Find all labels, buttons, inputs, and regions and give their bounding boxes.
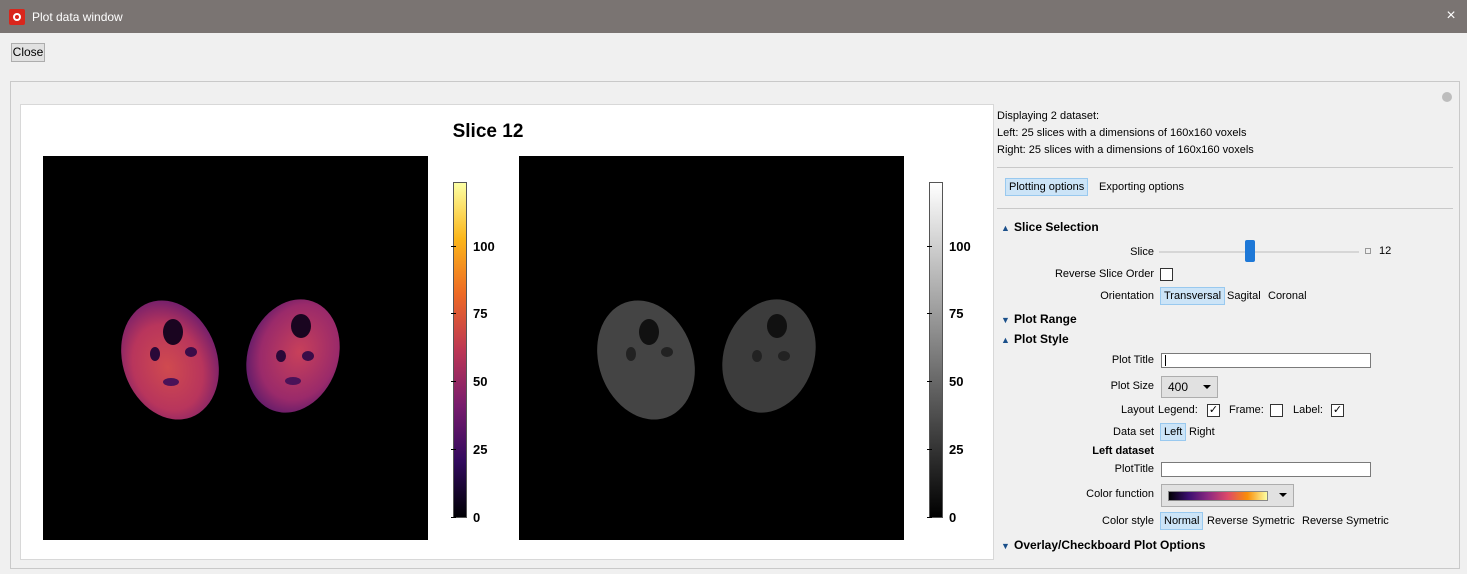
right-colorbar-tick: 100	[927, 239, 971, 254]
section-plot-range[interactable]: ▼ Plot Range	[1001, 312, 1077, 326]
text-caret	[1165, 355, 1166, 366]
orientation-label: Orientation	[1100, 290, 1154, 302]
options-panel: Displaying 2 dataset: Left: 25 slices wi…	[997, 82, 1457, 568]
section-label: Plot Style	[1014, 332, 1069, 346]
plot-size-select[interactable]: 400	[1161, 376, 1218, 398]
chevron-down-icon: ▼	[1001, 541, 1010, 551]
plot-title: Slice 12	[452, 121, 524, 142]
plot-title-label: Plot Title	[1111, 354, 1154, 366]
color-style-label: Color style	[1102, 515, 1154, 527]
info-line-3: Right: 25 slices with a dimensions of 16…	[997, 144, 1254, 156]
left-slice-image	[43, 156, 428, 540]
plot-size-value: 400	[1168, 380, 1189, 394]
plot-size-label: Plot Size	[1110, 380, 1154, 392]
data-set-label: Data set	[1113, 426, 1154, 438]
slice-value: 12	[1379, 245, 1392, 257]
left-colorbar-tick: 75	[450, 306, 488, 321]
color-style-normal[interactable]: Normal	[1160, 512, 1204, 530]
legend-label: Legend:	[1158, 404, 1198, 416]
frame-label: Frame:	[1229, 404, 1264, 416]
label-label: Label:	[1293, 404, 1323, 416]
color-style-reverse-symetric[interactable]: Reverse Symetric	[1302, 515, 1389, 527]
left-colorbar-tick: 25	[450, 442, 488, 457]
window-title: Plot data window	[32, 9, 123, 24]
section-slice-selection[interactable]: ▲ Slice Selection	[1001, 220, 1099, 234]
left-colorbar-tick: 0	[450, 510, 481, 525]
color-function-select[interactable]	[1161, 484, 1294, 507]
slice-slider-thumb[interactable]	[1245, 240, 1255, 262]
tab-exporting-options[interactable]: Exporting options	[1099, 181, 1184, 193]
info-line-2: Left: 25 slices with a dimensions of 160…	[997, 127, 1247, 139]
divider	[997, 167, 1453, 168]
section-label: Slice Selection	[1014, 220, 1099, 234]
right-slice-image	[519, 156, 904, 540]
chevron-up-icon: ▲	[1001, 223, 1010, 233]
section-plot-style[interactable]: ▲ Plot Style	[1001, 332, 1069, 346]
section-label: Plot Range	[1014, 312, 1077, 326]
dropdown-arrow-icon	[1203, 385, 1211, 389]
right-leg-cross-section	[597, 299, 816, 420]
reverse-slice-order-checkbox[interactable]	[1160, 268, 1173, 281]
layout-label: Layout	[1120, 404, 1154, 416]
slice-label: Slice	[1130, 246, 1154, 258]
tab-plotting-options[interactable]: Plotting options	[1005, 178, 1089, 196]
frame-checkbox[interactable]	[1270, 404, 1283, 417]
plot-title-input[interactable]	[1161, 353, 1371, 368]
right-colorbar	[929, 182, 943, 518]
left-colorbar	[453, 182, 467, 518]
slider-end-icon	[1365, 248, 1371, 254]
reverse-slice-order-label: Reverse Slice Order	[1054, 268, 1154, 280]
info-line-1: Displaying 2 dataset:	[997, 110, 1100, 122]
color-style-reverse[interactable]: Reverse	[1207, 515, 1248, 527]
orientation-transversal[interactable]: Transversal	[1160, 287, 1226, 305]
main-panel: Slice 12	[10, 81, 1460, 569]
panel-collapse-icon[interactable]	[1442, 92, 1452, 102]
chevron-up-icon: ▲	[1001, 335, 1010, 345]
chevron-down-icon: ▼	[1001, 315, 1010, 325]
legend-checkbox[interactable]: ✓	[1207, 404, 1220, 417]
orientation-coronal[interactable]: Coronal	[1268, 290, 1307, 302]
window-close-icon[interactable]: ×	[1446, 7, 1456, 24]
dataset-right[interactable]: Right	[1189, 426, 1215, 438]
divider	[997, 208, 1453, 209]
colormap-preview	[1168, 491, 1268, 501]
label-checkbox[interactable]: ✓	[1331, 404, 1344, 417]
dataset-left[interactable]: Left	[1160, 423, 1187, 441]
left-leg-cross-section	[121, 299, 340, 420]
section-label: Overlay/Checkboard Plot Options	[1014, 538, 1206, 552]
orientation-sagital[interactable]: Sagital	[1227, 290, 1261, 302]
left-colorbar-tick: 100	[451, 239, 495, 254]
slice-slider-track[interactable]	[1159, 251, 1359, 253]
dropdown-arrow-icon	[1279, 493, 1287, 497]
plot-area: Slice 12	[20, 104, 994, 560]
window-titlebar: Plot data window ×	[0, 0, 1467, 33]
right-colorbar-tick: 25	[926, 442, 964, 457]
plottitle-label: PlotTitle	[1114, 463, 1154, 475]
right-colorbar-tick: 75	[926, 306, 964, 321]
plottitle-input[interactable]	[1161, 462, 1371, 477]
close-button[interactable]: Close	[11, 43, 45, 62]
left-colorbar-tick: 50	[450, 374, 488, 389]
app-gear-icon	[9, 8, 25, 25]
color-style-symetric[interactable]: Symetric	[1252, 515, 1295, 527]
section-overlay-checkboard[interactable]: ▼ Overlay/Checkboard Plot Options	[1001, 538, 1205, 552]
color-function-label: Color function	[1086, 488, 1154, 500]
left-dataset-header: Left dataset	[1092, 445, 1154, 457]
right-colorbar-tick: 0	[926, 510, 957, 525]
right-colorbar-tick: 50	[926, 374, 964, 389]
